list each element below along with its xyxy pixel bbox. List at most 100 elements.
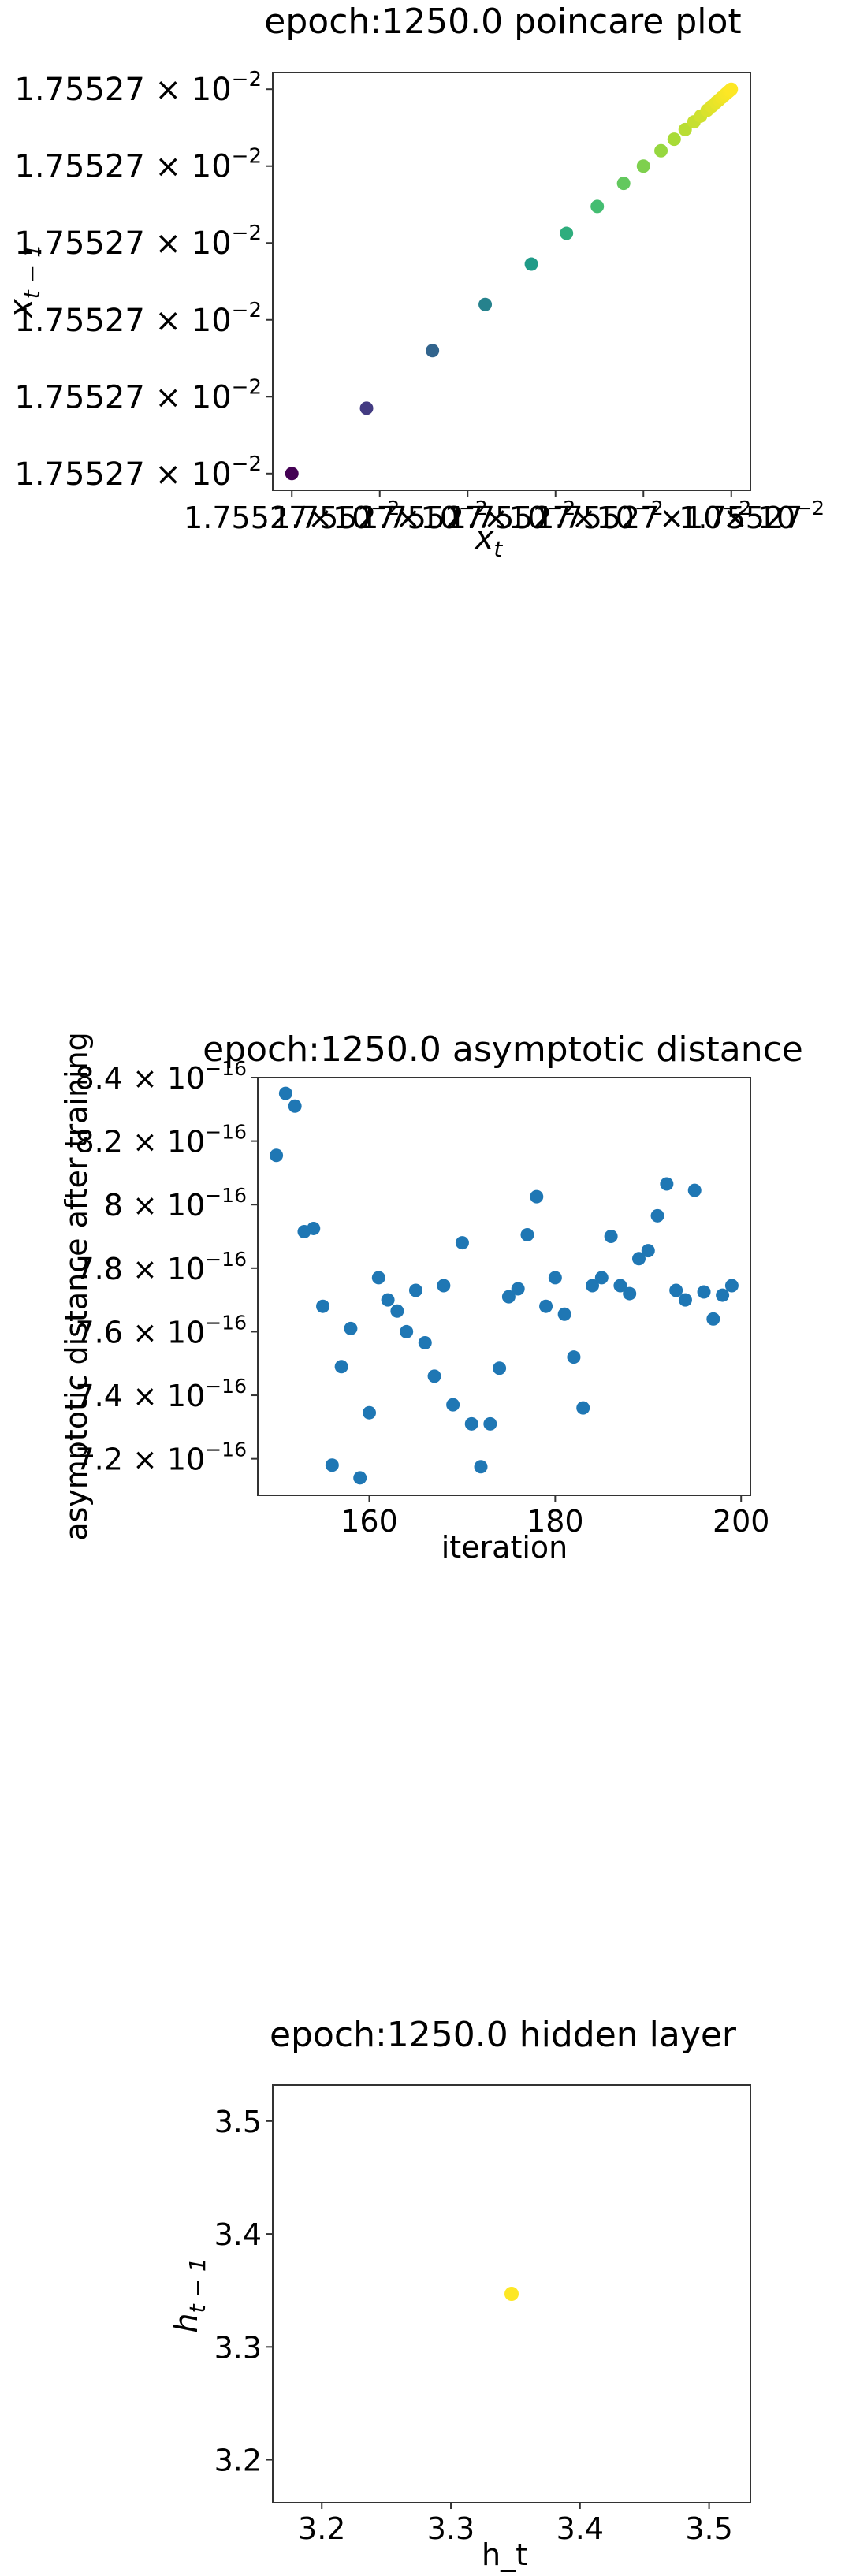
poincare-point — [654, 143, 668, 158]
asymptotic-y-tick-label: 8.2 × 10−16 — [75, 1121, 247, 1160]
asymptotic-point — [483, 1416, 497, 1431]
asymptotic-point — [678, 1293, 692, 1307]
asymptotic-point — [557, 1307, 571, 1321]
hidden-layer-x-tick-label: 3.3 — [427, 2511, 475, 2546]
hidden-layer-x-tick-label: 3.2 — [298, 2511, 345, 2546]
poincare-point — [678, 122, 692, 136]
hidden-layer-x-ticks: 3.2 3.3 3.4 3.5 — [298, 2503, 733, 2546]
asymptotic-point — [567, 1350, 581, 1364]
poincare-x-axis-label: xt — [474, 520, 504, 562]
asymptotic-y-axis-label: asymptotic distance after training — [59, 1032, 94, 1541]
poincare-x-tick-label: 1.75527×10−2 — [535, 497, 751, 535]
poincare-x-offset-text: × 10−2 — [723, 497, 825, 535]
poincare-x-tick-label: 1.75527×10−2 — [359, 497, 575, 535]
asymptotic-point — [594, 1271, 609, 1285]
asymptotic-point — [418, 1336, 432, 1350]
hidden-layer-y-tick-label: 3.5 — [214, 2105, 262, 2139]
asymptotic-point — [278, 1086, 292, 1100]
hidden-layer-points — [504, 2287, 519, 2301]
asymptotic-point — [400, 1324, 414, 1338]
asymptotic-point — [390, 1304, 404, 1318]
hidden-layer-x-tick-label: 3.5 — [685, 2511, 732, 2546]
asymptotic-y-tick-label: 8 × 10−16 — [104, 1184, 247, 1223]
poincare-title: epoch:1250.0 poincare plot — [264, 2, 741, 42]
asymptotic-point — [446, 1398, 460, 1412]
poincare-y-tick-label: 1.75527 × 10−2 — [14, 145, 262, 185]
hidden-layer-x-tick-label: 3.4 — [557, 2511, 604, 2546]
poincare-y-tick-label: 1.75527 × 10−2 — [14, 68, 262, 108]
asymptotic-point — [660, 1177, 674, 1191]
asymptotic-point — [576, 1401, 590, 1415]
poincare-point — [636, 159, 650, 173]
asymptotic-point — [530, 1189, 544, 1204]
asymptotic-point — [353, 1471, 367, 1485]
poincare-x-tick-label: 1.75527 — [679, 501, 802, 535]
poincare-y-tick-label: 1.75527 × 10−2 — [14, 375, 262, 415]
poincare-y-tick-label: 1.75527 × 10−2 — [14, 452, 262, 493]
hidden-layer-point — [504, 2287, 519, 2301]
poincare-plot-frame — [272, 72, 751, 491]
poincare-chart: epoch:1250.0 poincare plot 1.75527 × 10−… — [3, 2, 825, 562]
asymptotic-point — [427, 1369, 441, 1383]
poincare-point — [478, 297, 493, 311]
asymptotic-point — [623, 1286, 637, 1301]
poincare-point — [667, 132, 681, 147]
poincare-points — [285, 82, 739, 481]
asymptotic-point — [334, 1360, 348, 1374]
asymptotic-x-tick-label: 200 — [713, 1504, 770, 1539]
asymptotic-point — [520, 1228, 534, 1242]
asymptotic-point — [586, 1279, 600, 1293]
hidden-layer-y-tick-label: 3.4 — [214, 2217, 262, 2252]
asymptotic-point — [604, 1230, 618, 1244]
poincare-x-ticks: 1.75527×10−21.75527×10−21.75527×10−21.75… — [184, 490, 825, 535]
asymptotic-point — [669, 1283, 683, 1297]
asymptotic-y-tick-label: 8.4 × 10−16 — [75, 1057, 247, 1096]
asymptotic-point — [548, 1271, 562, 1285]
asymptotic-plot-frame — [257, 1077, 751, 1496]
poincare-point — [524, 257, 538, 271]
asymptotic-point — [641, 1244, 655, 1258]
asymptotic-y-tick-label: 7.8 × 10−16 — [75, 1248, 247, 1286]
poincare-point — [724, 82, 739, 96]
asymptotic-point — [464, 1416, 478, 1431]
poincare-point — [359, 401, 374, 415]
hidden-layer-plot-frame — [272, 2084, 751, 2503]
asymptotic-point — [724, 1279, 739, 1293]
asymptotic-x-ticks: 160 180 200 — [341, 1495, 769, 1539]
asymptotic-point — [716, 1288, 730, 1302]
asymptotic-point — [437, 1279, 451, 1293]
hidden-layer-y-tick-label: 3.2 — [214, 2444, 262, 2478]
asymptotic-point — [455, 1236, 469, 1250]
asymptotic-point — [316, 1299, 330, 1313]
asymptotic-point — [706, 1312, 720, 1326]
poincare-point — [426, 344, 440, 358]
hidden-layer-y-tick-label: 3.3 — [214, 2330, 262, 2365]
poincare-y-tick-label: 1.75527 × 10−2 — [14, 221, 262, 262]
poincare-point — [616, 177, 631, 191]
asymptotic-x-axis-label: iteration — [441, 1530, 568, 1565]
asymptotic-x-tick-label: 180 — [527, 1504, 584, 1539]
asymptotic-point — [408, 1283, 422, 1297]
poincare-y-ticks: 1.75527 × 10−2 1.75527 × 10−2 1.75527 × 10… — [14, 68, 273, 493]
asymptotic-point — [613, 1279, 627, 1293]
asymptotic-point — [371, 1271, 385, 1285]
asymptotic-y-tick-label: 7.6 × 10−16 — [75, 1311, 247, 1349]
asymptotic-point — [493, 1361, 507, 1375]
asymptotic-x-tick-label: 160 — [341, 1504, 398, 1539]
asymptotic-chart: epoch:1250.0 asymptotic distance 7.2 × 1… — [59, 1029, 803, 1565]
asymptotic-point — [288, 1099, 302, 1113]
poincare-x-tick-label: 1.75527×10−2 — [184, 497, 400, 535]
hidden-layer-x-axis-label: h_t — [482, 2537, 527, 2572]
asymptotic-title: epoch:1250.0 asymptotic distance — [203, 1029, 803, 1070]
poincare-point — [285, 467, 299, 481]
asymptotic-point — [511, 1282, 525, 1296]
asymptotic-y-ticks: 7.2 × 10−16 7.4 × 10−16 7.6 × 10−16 7.8 × 1… — [75, 1057, 258, 1477]
poincare-y-tick-label: 1.75527 × 10−2 — [14, 299, 262, 339]
asymptotic-point — [631, 1252, 646, 1266]
hidden-layer-y-axis-label: ht − 1 — [169, 2258, 210, 2332]
poincare-point — [560, 226, 574, 240]
poincare-x-tick-label: 1.75527×10−2 — [272, 497, 488, 535]
asymptotic-point — [307, 1221, 321, 1235]
poincare-y-axis-label: xt − 1 — [3, 244, 45, 319]
